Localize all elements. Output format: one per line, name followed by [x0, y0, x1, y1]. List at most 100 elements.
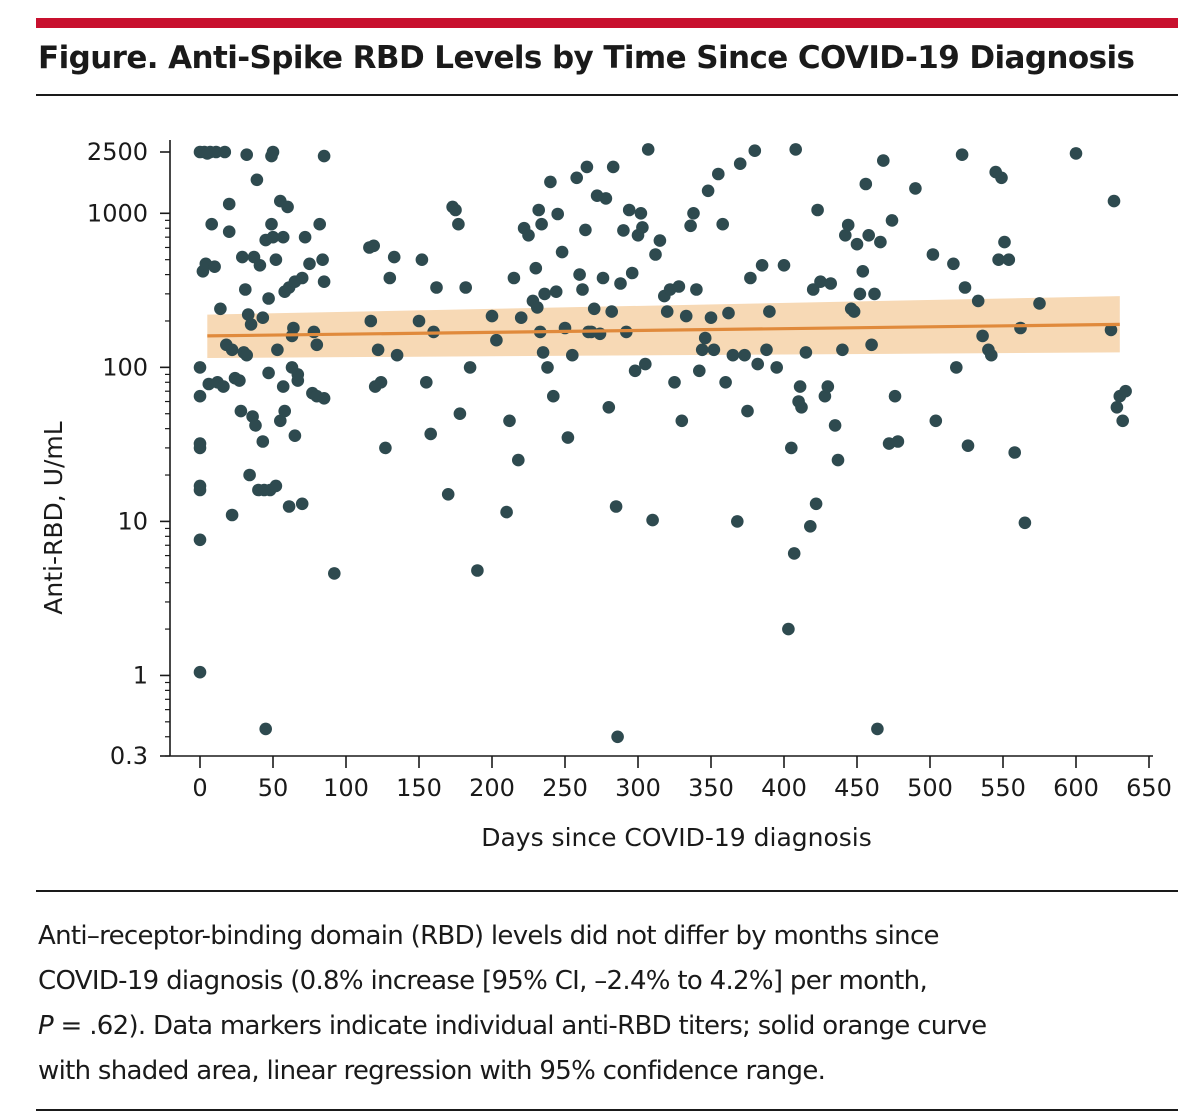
scatter-chart: 0.3 1 10 100 1000 2500 0 50 100 150 200 250 300 350 40… — [39, 138, 1172, 852]
data-point — [240, 148, 253, 161]
data-point — [214, 302, 227, 316]
data-point — [1104, 323, 1118, 337]
data-point — [704, 311, 718, 324]
figure-title: Figure. Anti-Spike RBD Levels by Time Si… — [38, 40, 1135, 76]
x-tick-label: 450 — [834, 774, 880, 802]
data-point — [374, 376, 388, 389]
data-point — [291, 374, 305, 387]
data-point — [412, 314, 426, 328]
data-point — [606, 160, 620, 174]
data-point — [295, 497, 309, 511]
data-point — [507, 271, 521, 285]
data-point — [240, 348, 253, 362]
data-point — [535, 217, 548, 231]
data-point — [310, 338, 324, 352]
data-point — [874, 235, 887, 249]
data-point — [570, 171, 583, 185]
data-point — [430, 281, 443, 294]
data-point — [256, 435, 270, 448]
data-point — [390, 348, 404, 362]
data-point — [256, 311, 270, 324]
data-points-layer — [193, 143, 1132, 744]
data-point — [307, 325, 321, 339]
data-point — [614, 277, 627, 290]
data-point — [208, 260, 221, 273]
data-point — [602, 401, 616, 414]
x-tick-label: 200 — [469, 774, 515, 802]
y-tick-label: 1 — [133, 661, 148, 689]
x-tick-label: 150 — [396, 774, 442, 802]
data-point — [885, 214, 899, 227]
axes-layer: 0.3 1 10 100 1000 2500 0 50 100 150 200 250 300 350 40… — [87, 138, 1172, 802]
data-point — [317, 392, 331, 405]
data-point — [580, 160, 594, 174]
data-point — [679, 309, 693, 323]
data-point — [298, 230, 312, 244]
data-point — [926, 248, 940, 261]
data-point — [282, 500, 296, 513]
data-point — [288, 429, 302, 443]
data-point — [738, 348, 751, 362]
data-point — [755, 259, 769, 272]
data-point — [850, 237, 864, 251]
data-point — [371, 343, 385, 357]
data-point — [463, 361, 477, 374]
data-point — [744, 271, 757, 285]
title-accent-bar — [36, 18, 1178, 28]
data-point — [992, 253, 1005, 266]
data-point — [287, 321, 300, 335]
data-point — [868, 287, 881, 301]
data-point — [888, 389, 902, 403]
x-tick-label: 300 — [615, 774, 661, 802]
data-point — [1014, 321, 1027, 335]
data-point — [726, 348, 740, 362]
x-tick-label: 600 — [1053, 774, 1099, 802]
data-point — [1116, 414, 1129, 428]
confidence-band-layer — [207, 296, 1120, 359]
data-point — [617, 224, 630, 237]
data-point — [1033, 297, 1046, 310]
data-point — [985, 348, 998, 362]
data-point — [262, 366, 275, 380]
data-point — [859, 177, 873, 191]
data-point — [317, 149, 331, 163]
data-point — [536, 346, 550, 359]
caption-p-variable: P — [38, 1011, 54, 1041]
data-point — [958, 281, 972, 294]
data-point — [804, 520, 817, 533]
data-point — [531, 301, 544, 314]
data-point — [522, 229, 535, 242]
data-point — [955, 148, 969, 161]
data-point — [599, 192, 613, 205]
data-point — [909, 182, 922, 195]
data-point — [453, 407, 467, 421]
x-tick-label: 500 — [907, 774, 953, 802]
data-point — [250, 173, 264, 187]
data-point — [998, 235, 1011, 249]
data-point — [628, 364, 642, 378]
data-point — [722, 306, 735, 320]
data-point — [383, 271, 397, 285]
data-point — [693, 364, 706, 378]
data-point — [233, 374, 246, 387]
data-point — [274, 414, 287, 428]
data-point — [695, 343, 709, 357]
data-point — [459, 281, 473, 294]
data-point — [266, 230, 280, 244]
data-point — [847, 305, 861, 318]
x-tick-label: 650 — [1126, 774, 1172, 802]
data-point — [605, 305, 618, 318]
data-point — [865, 338, 878, 352]
data-point — [877, 154, 890, 167]
x-tick-label: 100 — [323, 774, 369, 802]
y-tick-label: 1000 — [87, 199, 148, 227]
data-point — [262, 292, 275, 305]
data-point — [653, 234, 667, 247]
data-point — [701, 184, 715, 198]
data-point — [622, 203, 636, 217]
data-point — [787, 547, 801, 560]
data-point — [1008, 446, 1021, 459]
data-point — [259, 722, 273, 736]
data-point — [225, 508, 239, 522]
data-point — [1018, 516, 1032, 530]
